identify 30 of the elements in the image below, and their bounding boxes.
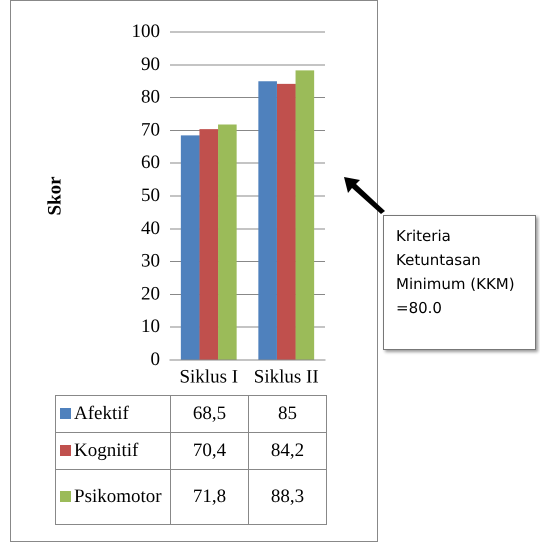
y-tick-label: 60 [141, 152, 160, 174]
y-tick-label: 50 [141, 184, 160, 206]
data-label: 88,3 [248, 470, 326, 524]
y-tick-label: 20 [141, 283, 160, 304]
bar [180, 135, 200, 360]
y-tick-label: 10 [141, 316, 160, 338]
legend-label: Afektif [74, 403, 129, 426]
y-tick-label: 80 [141, 86, 160, 108]
bar [199, 129, 218, 360]
data-label: 71,8 [170, 470, 248, 524]
data-label: 70,4 [170, 432, 248, 470]
legend-label: Psikomotor [74, 486, 162, 508]
y-tick-label: 0 [150, 348, 160, 370]
x-tick-label: Siklus II [254, 366, 319, 388]
y-tick-label: 40 [141, 218, 160, 239]
data-label: 84,2 [248, 432, 326, 470]
data-label: 85 [248, 396, 326, 432]
text: Kriteria Ketuntasan Minimum (KKM) =80.0 [396, 226, 516, 319]
legend-label: Kognitif [74, 440, 138, 462]
y-axis-title: Skor [44, 176, 66, 216]
y-tick-label: 100 [132, 20, 160, 42]
y-tick-label: 90 [141, 54, 160, 75]
bar [258, 81, 277, 360]
data-label: 68,5 [170, 396, 248, 432]
x-tick-label: Siklus I [179, 366, 238, 388]
y-tick-label: 30 [141, 250, 160, 272]
y-tick-label: 70 [141, 119, 160, 140]
bar [218, 124, 237, 360]
bar [276, 84, 296, 360]
bar [296, 70, 314, 360]
